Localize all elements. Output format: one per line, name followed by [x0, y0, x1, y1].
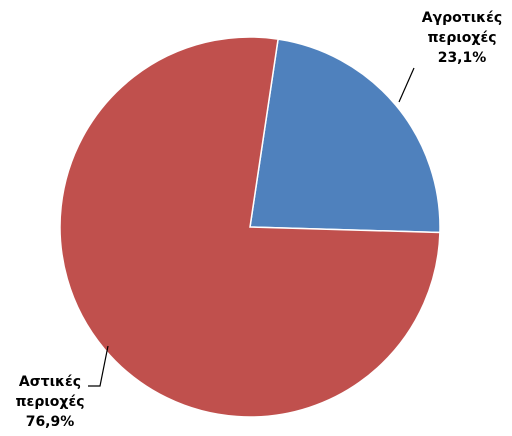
value-label: 76,9% [25, 414, 75, 430]
value-label: 23,1% [437, 50, 487, 66]
category-label: Αστικές περιοχές [15, 374, 85, 410]
category-label: Αγροτικές περιοχές [421, 10, 503, 46]
leader-line [88, 345, 109, 387]
pie-slice [59, 36, 441, 418]
slice-label: Αγροτικές περιοχές 23,1% [412, 8, 512, 68]
slice-label: Αστικές περιοχές 76,9% [2, 372, 98, 432]
pie-slice [249, 38, 441, 234]
leader-line [398, 67, 415, 103]
